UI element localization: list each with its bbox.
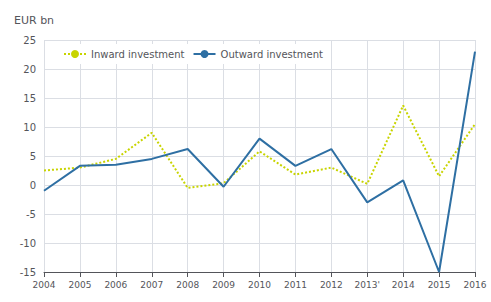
svg-text:Outward investment: Outward investment: [221, 49, 323, 60]
svg-text:2010: 2010: [248, 280, 271, 290]
svg-text:15: 15: [23, 93, 36, 104]
svg-text:10: 10: [23, 122, 36, 133]
svg-text:2015: 2015: [428, 280, 451, 290]
svg-text:2008: 2008: [176, 280, 199, 290]
svg-text:2013': 2013': [355, 280, 380, 290]
svg-text:2014: 2014: [392, 280, 415, 290]
svg-text:2016: 2016: [464, 280, 487, 290]
svg-text:2009: 2009: [212, 280, 235, 290]
svg-text:-5: -5: [26, 209, 36, 220]
svg-text:20: 20: [23, 64, 36, 75]
svg-text:EUR bn: EUR bn: [14, 14, 54, 27]
svg-text:2011: 2011: [284, 280, 307, 290]
svg-text:25: 25: [23, 35, 36, 46]
svg-text:2012: 2012: [320, 280, 343, 290]
svg-text:2006: 2006: [104, 280, 127, 290]
svg-text:0: 0: [30, 180, 36, 191]
svg-text:-10: -10: [20, 238, 36, 249]
svg-text:-15: -15: [20, 267, 36, 278]
svg-text:Inward investment: Inward investment: [91, 49, 185, 60]
svg-text:5: 5: [30, 151, 36, 162]
svg-text:2005: 2005: [68, 280, 91, 290]
svg-text:2007: 2007: [140, 280, 163, 290]
svg-text:2004: 2004: [33, 280, 56, 290]
